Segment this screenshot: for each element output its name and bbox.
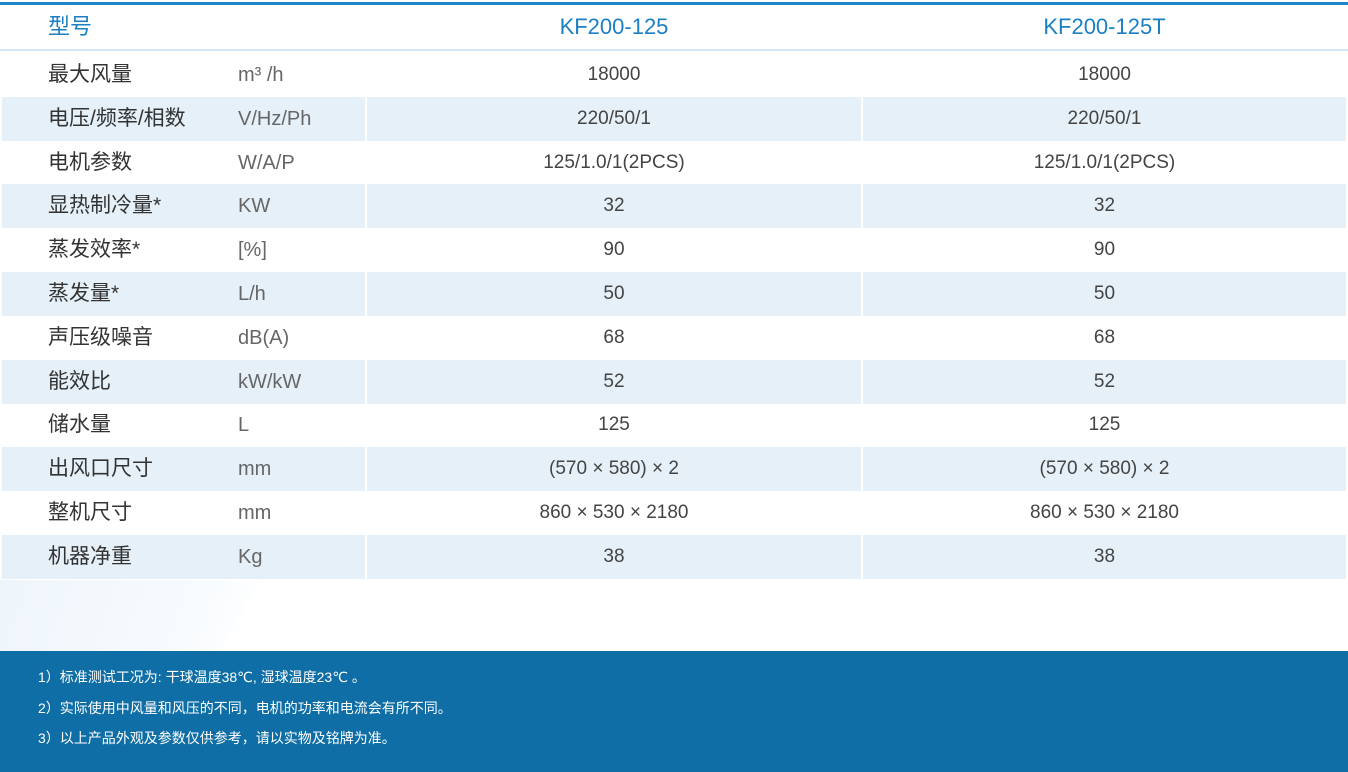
table-row: 电机参数 W/A/P 125/1.0/1(2PCS) 125/1.0/1(2PCS) <box>0 141 1348 185</box>
param-value: 860 × 530 × 2180 <box>1030 502 1179 523</box>
table-row: 蒸发量* L/h 50 50 <box>0 272 1348 316</box>
param-unit: L <box>238 414 250 437</box>
note-text: 3）以上产品外观及参数仅供参考，请以实物及铭牌为准。 <box>38 730 396 746</box>
param-name: 显热制冷量* <box>48 194 162 218</box>
table-row: 电压/频率/相数 V/Hz/Ph 220/50/1 220/50/1 <box>0 96 1348 141</box>
table-row: 机器净重 Kg 38 38 <box>0 534 1348 579</box>
param-value: 860 × 530 × 2180 <box>539 502 689 523</box>
param-value: 68 <box>603 326 625 348</box>
param-unit: mm <box>238 502 272 524</box>
model-name: KF200-125 <box>559 14 669 39</box>
row-bg <box>367 534 861 579</box>
param-unit: KW <box>238 195 271 218</box>
param-unit: dB(A) <box>238 326 290 349</box>
param-name: 出风口尺寸 <box>48 457 153 481</box>
param-unit: V/Hz/Ph <box>238 107 312 130</box>
param-name: 能效比 <box>48 369 111 393</box>
table-row: 整机尺寸 mm 860 × 530 × 2180 860 × 530 × 2180 <box>0 491 1348 535</box>
note-text: 2）实际使用中风量和风压的不同，电机的功率和电流会有所不同。 <box>38 699 452 716</box>
row-bg <box>2 447 365 492</box>
param-value: 32 <box>1093 195 1116 217</box>
param-value: 90 <box>1093 239 1116 261</box>
row-bg <box>2 534 365 579</box>
param-unit: Kg <box>238 545 263 568</box>
note-text: 1）标准测试工况为: 干球温度38℃, 湿球温度23℃ 。 <box>38 669 366 685</box>
param-name: 电机参数 <box>48 150 132 174</box>
param-value: 52 <box>1093 370 1116 392</box>
param-value: 68 <box>1093 326 1116 348</box>
table-row: 出风口尺寸 mm (570 × 580) × 2 (570 × 580) × 2 <box>0 447 1348 492</box>
row-bg <box>367 96 861 141</box>
row-bg <box>2 272 365 316</box>
param-value: (570 × 580) × 2 <box>1039 458 1170 480</box>
param-name: 机器净重 <box>48 544 132 568</box>
param-value: 220/50/1 <box>1067 107 1142 129</box>
param-value: 125/1.0/1(2PCS) <box>543 151 685 173</box>
table-row: 声压级噪音 dB(A) 68 68 <box>0 316 1348 360</box>
top-rule <box>0 2 1348 5</box>
table-row: 能效比 kW/kW 52 52 <box>0 359 1348 404</box>
param-value: 18000 <box>1078 64 1131 85</box>
param-name: 最大风量 <box>48 63 132 86</box>
row-bg <box>367 272 861 316</box>
param-value: 125 <box>598 414 630 436</box>
row-bg <box>863 96 1346 141</box>
param-name: 整机尺寸 <box>48 501 132 524</box>
param-name: 声压级噪音 <box>48 325 153 349</box>
header-label: 型号 <box>48 14 93 39</box>
param-value: 50 <box>603 283 625 304</box>
param-name: 蒸发量* <box>48 282 120 305</box>
notes-panel: 1）标准测试工况为: 干球温度38℃, 湿球温度23℃ 。 2）实际使用中风量和风… <box>0 651 1348 772</box>
row-bg <box>863 359 1346 404</box>
param-unit: mm <box>238 458 272 481</box>
table-header: 型号 KF200-125 KF200-125T <box>0 5 1348 51</box>
param-value: 38 <box>603 545 625 567</box>
param-value: 32 <box>603 195 625 217</box>
param-unit: kW/kW <box>238 370 302 393</box>
row-bg <box>2 359 365 404</box>
model-name: KF200-125T <box>1043 14 1166 39</box>
param-unit: W/A/P <box>238 151 295 174</box>
row-bg <box>367 184 861 229</box>
param-value: 52 <box>603 370 625 392</box>
row-bg <box>367 359 861 404</box>
table-row: 储水量 L 125 125 <box>0 403 1348 447</box>
param-value: (570 × 580) × 2 <box>549 458 679 480</box>
param-value: 50 <box>1093 283 1116 304</box>
param-unit: [%] <box>238 239 267 262</box>
param-value: 18000 <box>587 64 641 85</box>
row-bg <box>863 534 1346 579</box>
param-unit: m³ /h <box>238 64 284 86</box>
row-bg <box>863 272 1346 316</box>
param-unit: L/h <box>238 283 266 305</box>
decoration <box>0 580 260 651</box>
param-value: 125 <box>1088 414 1121 436</box>
row-bg <box>2 184 365 229</box>
param-value: 125/1.0/1(2PCS) <box>1033 151 1176 173</box>
param-name: 电压/频率/相数 <box>48 106 186 130</box>
table-row: 显热制冷量* KW 32 32 <box>0 184 1348 229</box>
row-bg <box>2 96 365 141</box>
row-bg <box>863 184 1346 229</box>
param-name: 蒸发效率* <box>48 238 141 262</box>
param-name: 储水量 <box>48 413 111 437</box>
row-bg <box>863 447 1346 492</box>
row-bg <box>367 447 861 492</box>
table-row: 蒸发效率* [%] 90 90 <box>0 228 1348 272</box>
param-value: 38 <box>1093 545 1116 567</box>
param-value: 90 <box>603 239 625 261</box>
table-row: 最大风量 m³ /h 18000 18000 <box>0 53 1348 97</box>
param-value: 220/50/1 <box>577 107 651 129</box>
